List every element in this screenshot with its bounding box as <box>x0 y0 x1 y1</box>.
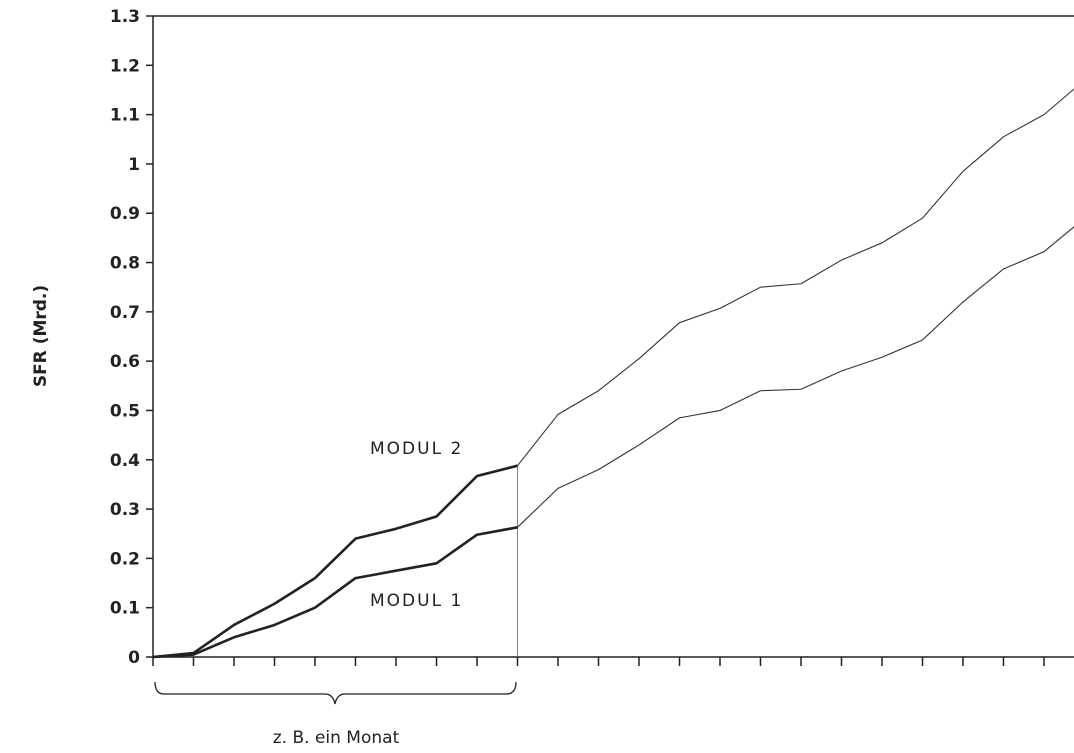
y-tick-label: 0.1 <box>110 599 140 619</box>
y-tick-label: 1.1 <box>110 106 140 126</box>
y-tick-label: 0.3 <box>110 500 140 520</box>
period-brace <box>154 681 517 705</box>
series-line-modul-1-continued <box>517 226 1074 528</box>
series-lines <box>152 88 1074 659</box>
y-tick-label: 0.9 <box>110 204 140 224</box>
y-axis-title: SFR (Mrd.) <box>31 285 51 387</box>
series-line-modul-2-continued <box>517 88 1074 467</box>
series-line-modul-2-period <box>152 464 518 659</box>
y-axis-ticks: 0 0.1 0.2 0.3 0.4 0.5 0.6 0.7 0.8 0.9 1 1.1 1.2 1.3 <box>110 7 153 668</box>
y-tick-label: 0.2 <box>110 549 140 569</box>
y-tick-label: 0.6 <box>110 352 140 372</box>
y-tick-label: 0 <box>128 648 140 668</box>
period-annotation: z. B. ein Monat <box>273 728 400 748</box>
y-tick-label: 0.4 <box>110 451 140 471</box>
y-tick-label: 1.2 <box>110 56 140 76</box>
series-label-modul-2: MODUL 2 <box>370 439 463 459</box>
y-tick-label: 0.5 <box>110 401 140 421</box>
y-tick-label: 1 <box>128 155 140 175</box>
y-tick-label: 1.3 <box>110 7 140 27</box>
series-label-modul-1: MODUL 1 <box>370 591 463 611</box>
x-axis-ticks <box>152 657 1045 666</box>
y-tick-label: 0.7 <box>110 303 140 323</box>
y-tick-label: 0.8 <box>110 254 140 274</box>
series-line-modul-1-period <box>152 526 518 659</box>
plot-frame <box>152 15 1074 658</box>
